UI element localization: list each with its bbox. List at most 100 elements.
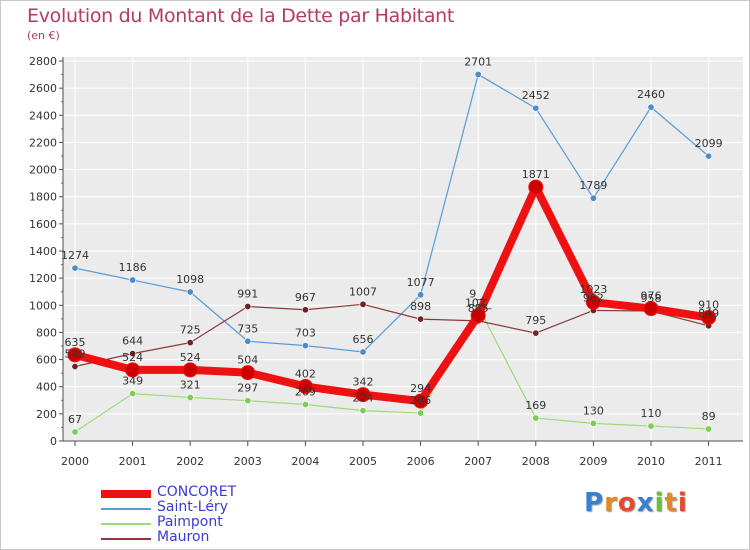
- data-label-mauron-2000: 549: [65, 347, 86, 360]
- data-label-mauron-2010: 958: [641, 292, 662, 305]
- data-label-paimpont-2003: 297: [237, 382, 258, 395]
- point-saint-l-ry-2008: [532, 104, 540, 112]
- data-label-concoret-2006: 294: [410, 382, 431, 395]
- legend-label-concoret: CONCORET: [157, 484, 237, 500]
- point-concoret-2009: [585, 294, 601, 310]
- point-saint-l-ry-2003: [244, 337, 252, 345]
- point-concoret-2002: [182, 362, 198, 378]
- point-saint-l-ry-2005: [359, 348, 367, 356]
- y-tick-label-200: 200: [36, 408, 57, 421]
- y-tick-label-1200: 1200: [29, 272, 57, 285]
- data-label-saint-l-ry-2010: 2460: [637, 88, 665, 101]
- x-tick-label-2006: 2006: [407, 455, 435, 468]
- point-concoret-2006: [413, 393, 429, 409]
- x-tick-label-2011: 2011: [695, 455, 723, 468]
- data-label-concoret-2010: 976: [641, 290, 662, 303]
- data-label-concoret-2002: 524: [180, 351, 201, 364]
- x-tick-label-2005: 2005: [349, 455, 377, 468]
- y-tick-label-400: 400: [36, 381, 57, 394]
- x-tick-label-2009: 2009: [579, 455, 607, 468]
- data-label-mauron-2008: 795: [525, 314, 546, 327]
- data-label-concoret-2007: 102_: [465, 296, 492, 309]
- data-label-mauron-2001: 644: [122, 335, 143, 348]
- data-label-paimpont-2006: 206: [410, 394, 431, 407]
- proxiti-logo: Proxiti: [584, 488, 688, 518]
- legend-label-paimpont: Paimpont: [157, 514, 223, 530]
- data-label-saint-l-ry-2009: 1789: [579, 179, 607, 192]
- plot-background: [63, 57, 743, 441]
- point-mauron-2006: [417, 315, 425, 323]
- x-tick-label-2001: 2001: [119, 455, 147, 468]
- x-tick-label-2007: 2007: [464, 455, 492, 468]
- series-line-saint-l-ry: [74, 73, 710, 353]
- point-mauron-2000: [71, 362, 79, 370]
- y-tick-label-1000: 1000: [29, 299, 57, 312]
- data-label-concoret-2004: 402: [295, 367, 316, 380]
- legend-swatch-paimpont: [101, 523, 151, 525]
- data-label-saint-l-ry-2004: 703: [295, 327, 316, 340]
- point-saint-l-ry-2010: [647, 103, 655, 111]
- point-concoret-2008: [528, 179, 544, 195]
- chart-title: Evolution du Montant de la Dette par Hab…: [27, 5, 455, 27]
- x-tick-label-2010: 2010: [637, 455, 665, 468]
- x-tick-label-2004: 2004: [291, 455, 319, 468]
- x-tick-label-2003: 2003: [234, 455, 262, 468]
- data-label-saint-l-ry-2011: 2099: [695, 137, 723, 150]
- point-concoret-2000: [67, 347, 83, 363]
- data-label-mauron-2004: 967: [295, 291, 316, 304]
- point-paimpont-2003: [244, 397, 252, 405]
- data-label-mauron-2009: 962: [583, 291, 604, 304]
- point-saint-l-ry-2000: [71, 264, 79, 272]
- data-label-concoret-2008: 1871: [522, 168, 550, 181]
- data-label-concoret-2011: 910: [698, 299, 719, 312]
- point-paimpont-2005: [359, 407, 367, 415]
- data-label-mauron-2003: 991: [237, 288, 258, 301]
- x-tick-label-2002: 2002: [176, 455, 204, 468]
- axes: 0 200 400 600 800 1000 1200 1400 1600 1800 2000 220…: [29, 55, 743, 468]
- data-label-saint-l-ry-2006: 1077: [407, 276, 435, 289]
- point-concoret-2010: [643, 301, 659, 317]
- point-paimpont-2011: [705, 425, 713, 433]
- plot-area: [63, 57, 743, 441]
- y-tick-label-1800: 1800: [29, 191, 57, 204]
- data-label-concoret-2001: 524: [122, 351, 143, 364]
- x-tick-label-2000: 2000: [61, 455, 89, 468]
- point-paimpont-2000: [71, 428, 79, 436]
- point-paimpont-2002: [186, 393, 194, 401]
- data-label-mauron-2011: 849: [698, 307, 719, 320]
- data-label-paimpont-2008: 169: [525, 399, 546, 412]
- y-tick-label-1400: 1400: [29, 245, 57, 258]
- series-line-paimpont: [74, 306, 710, 433]
- chart-subtitle: (en €): [27, 29, 60, 42]
- legend-swatch-mauron: [101, 538, 151, 540]
- data-label-concoret-2003: 504: [237, 354, 258, 367]
- data-label-mauron-2007: 885: [468, 302, 489, 315]
- x-tick-label-2008: 2008: [522, 455, 550, 468]
- y-tick-label-600: 600: [36, 354, 57, 367]
- series-line-mauron: [74, 303, 710, 368]
- point-saint-l-ry-2009: [589, 194, 597, 202]
- point-saint-l-ry-2004: [301, 342, 309, 350]
- point-mauron-2008: [532, 329, 540, 337]
- point-concoret-2005: [355, 387, 371, 403]
- y-tick-label-2000: 2000: [29, 164, 57, 177]
- point-saint-l-ry-2006: [417, 291, 425, 299]
- data-label-concoret-2000: 635: [65, 336, 86, 349]
- point-saint-l-ry-2002: [186, 288, 194, 296]
- legend-swatch-concoret: [101, 490, 151, 498]
- point-concoret-2011: [701, 310, 717, 325]
- point-paimpont-2006: [417, 409, 425, 417]
- data-label-mauron-2005: 1007: [349, 285, 377, 298]
- y-tick-label-2800: 2800: [29, 55, 57, 68]
- point-paimpont-2010: [647, 422, 655, 430]
- series-layer: [67, 70, 717, 436]
- point-concoret-2003: [240, 365, 256, 381]
- legend-label-mauron: Mauron: [157, 529, 210, 545]
- point-mauron-2003: [244, 303, 252, 311]
- data-label-paimpont-2005: 224: [353, 392, 374, 405]
- y-tick-label-2400: 2400: [29, 109, 57, 122]
- data-labels: 1274 1186 1098 735 703 656 1077 2701 2452 1789 246…: [61, 55, 723, 425]
- point-concoret-2007: [470, 307, 486, 323]
- data-label-paimpont-2009: 130: [583, 404, 604, 417]
